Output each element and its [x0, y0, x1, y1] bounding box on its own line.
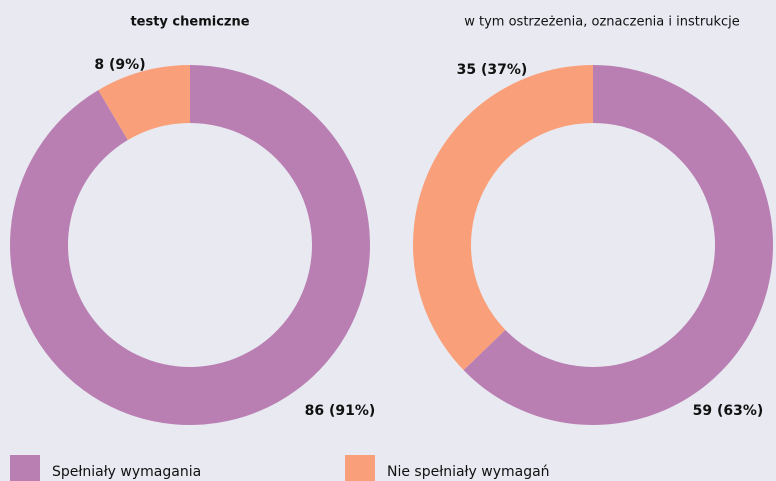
legend-label: Nie spełniały wymagań	[387, 464, 550, 480]
data-label: 86 (91%)	[305, 403, 376, 419]
donut-slice	[463, 65, 773, 425]
legend-swatch	[10, 455, 40, 481]
legend-label: Spełniały wymagania	[52, 464, 201, 480]
legend-swatch	[345, 455, 375, 481]
donut-slice	[98, 65, 190, 141]
data-label: 35 (37%)	[457, 62, 528, 78]
chart-title: w tym ostrzeżenia, oznaczenia i instrukc…	[464, 15, 739, 30]
donut-slice	[9, 65, 370, 425]
data-label: 8 (9%)	[94, 57, 145, 73]
donut-slice	[412, 65, 593, 371]
data-label: 59 (63%)	[693, 403, 764, 419]
chart-title: testy chemiczne	[130, 15, 249, 30]
